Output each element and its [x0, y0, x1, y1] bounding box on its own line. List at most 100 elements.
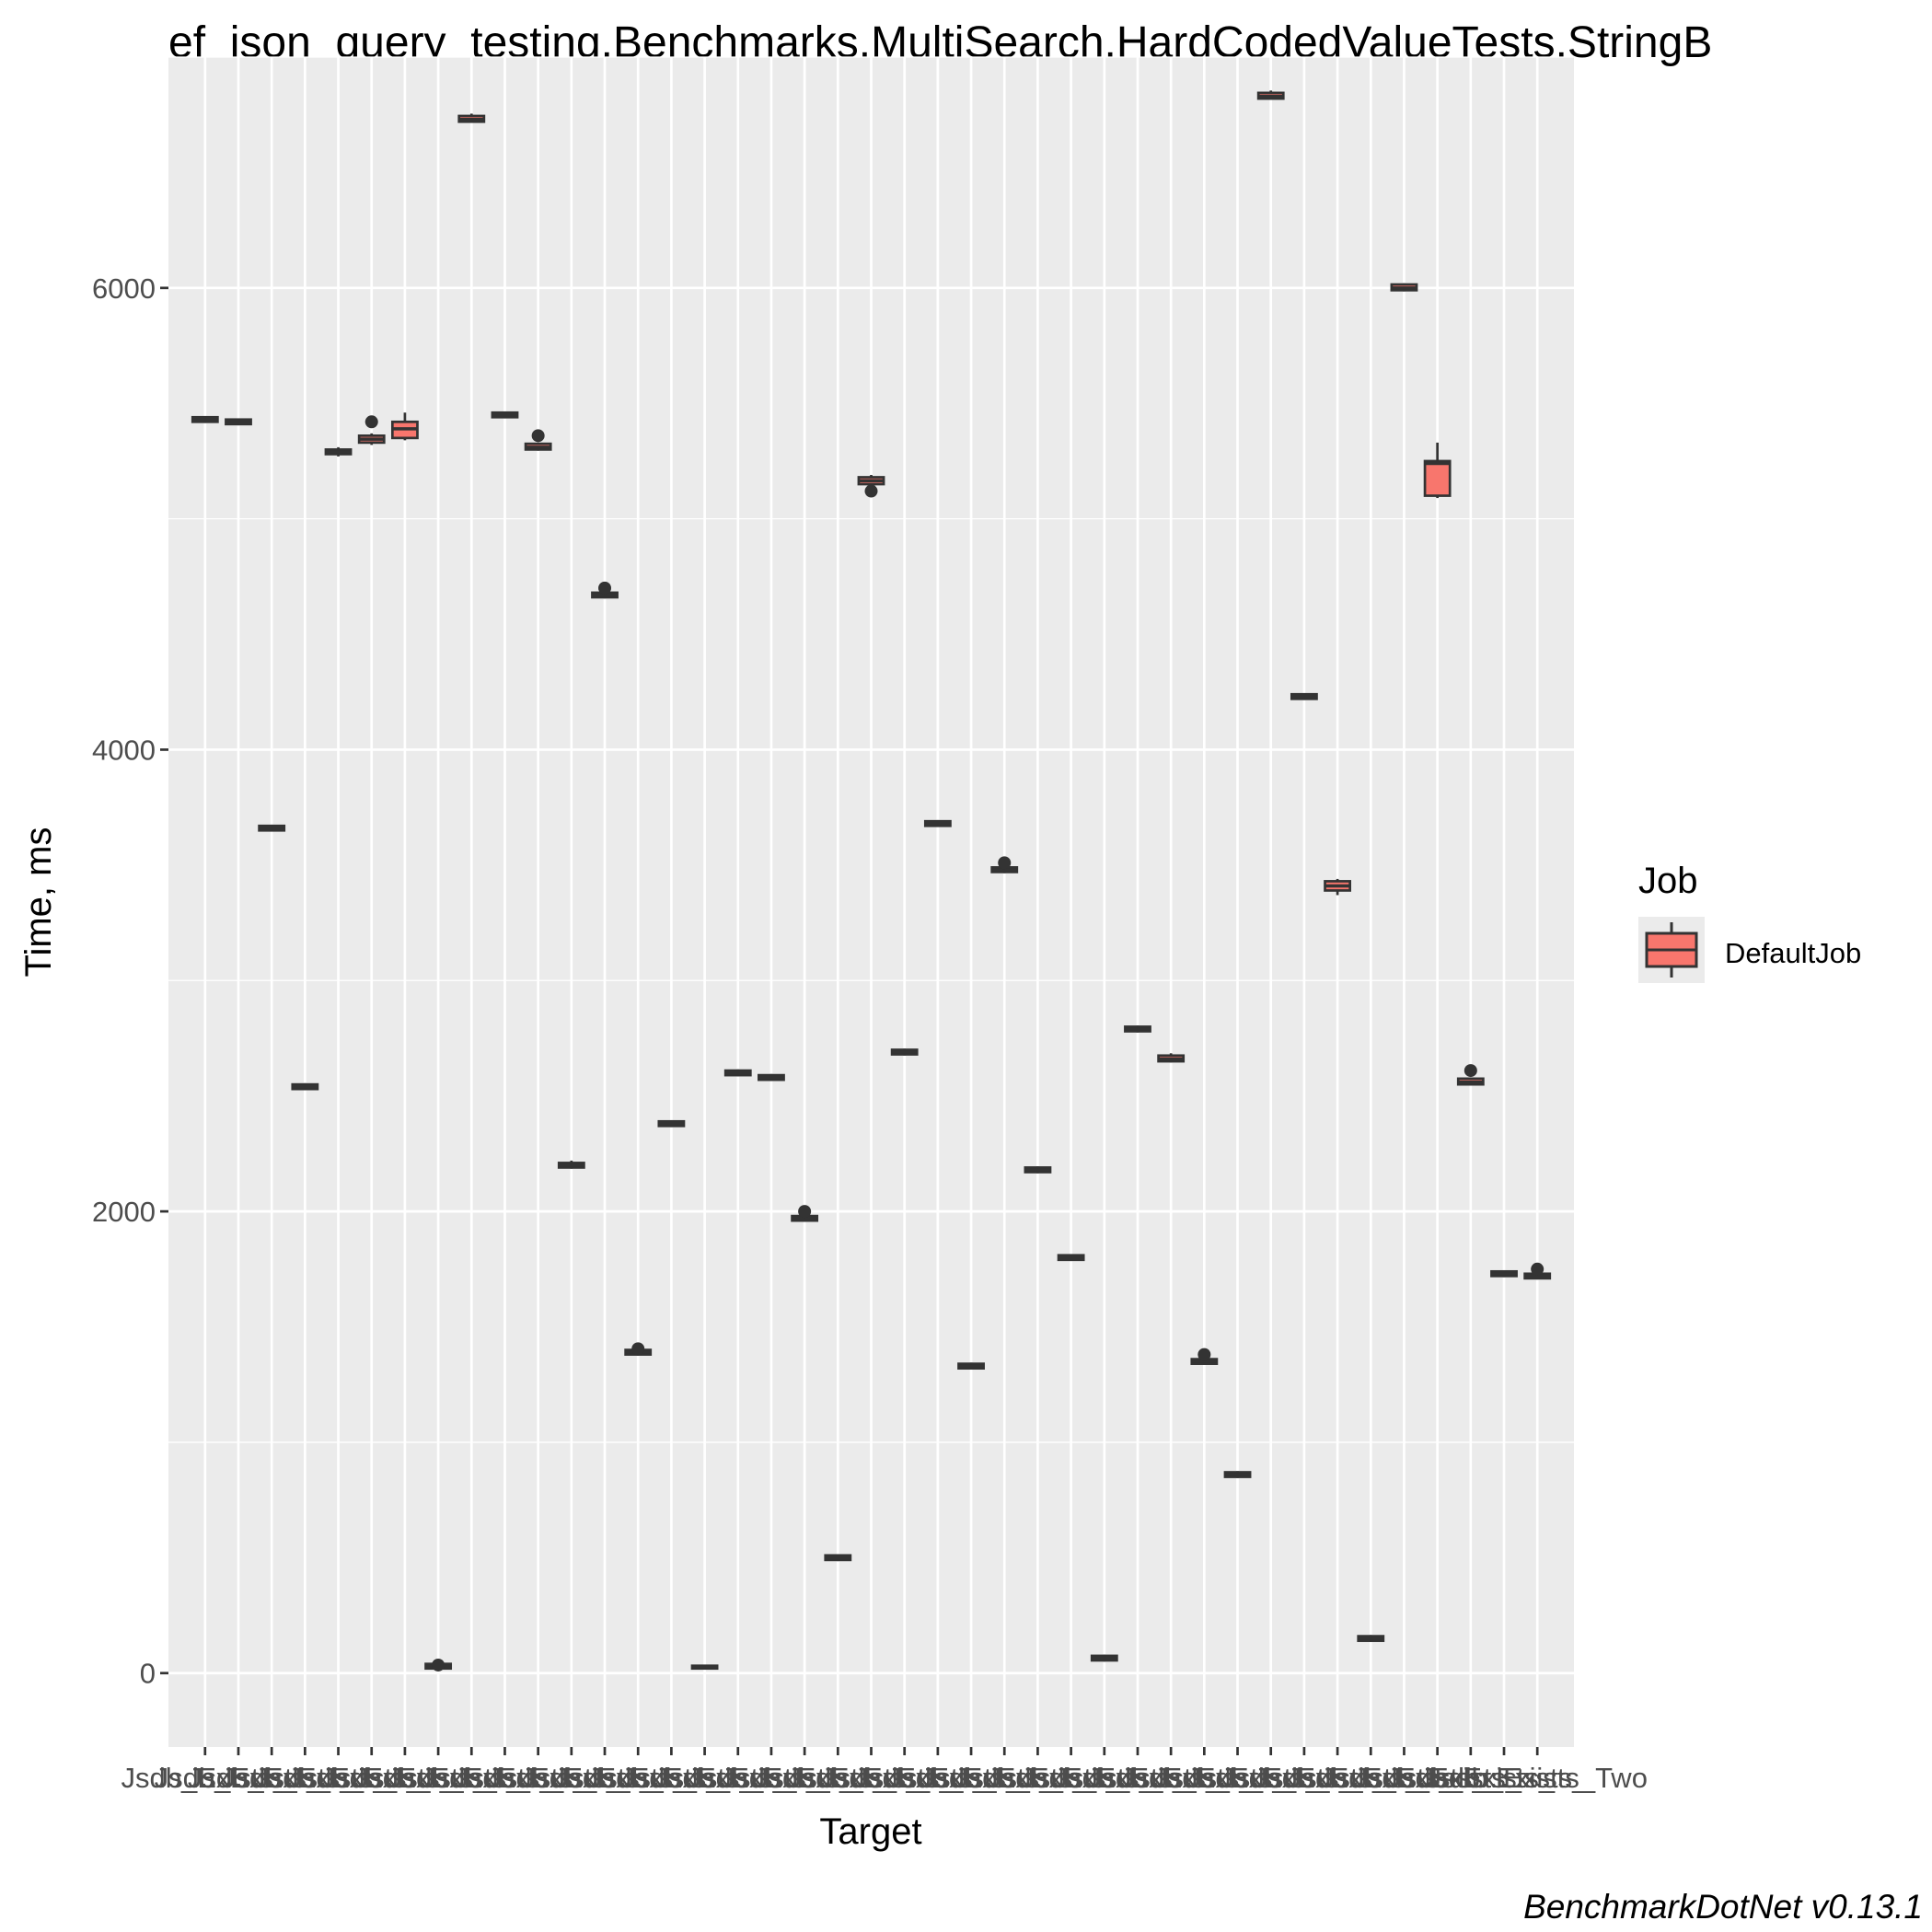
x-tick-label: Jsdb_Exists_: [1420, 1762, 1589, 1794]
box-body: [1423, 459, 1452, 497]
box-outlier-point: [432, 1658, 445, 1672]
box-outlier-point: [631, 1342, 645, 1356]
x-tick-label: Jsdb_Exists_: [1387, 1762, 1556, 1794]
y-axis-title: Time, ms: [18, 827, 59, 978]
box-defaultjob: [791, 1205, 819, 1222]
box-defaultjob: [1523, 1262, 1552, 1280]
box-defaultjob: [225, 418, 252, 426]
x-tick-label: Jsdb_Exists_: [1020, 1762, 1188, 1794]
box-defaultjob: [1057, 1254, 1085, 1262]
box-outlier-point: [1463, 1064, 1477, 1078]
box-outlier-point: [864, 484, 878, 498]
legend-entry-defaultjob: DefaultJob: [1725, 937, 1861, 969]
box-outlier-point: [364, 415, 378, 429]
box-defaultjob: [824, 1554, 852, 1562]
x-tick-label: Jsdb_Exists_: [354, 1762, 523, 1794]
box-defaultjob: [258, 824, 286, 832]
box-defaultjob: [1190, 1348, 1219, 1365]
box-outlier-point: [598, 581, 612, 595]
box-defaultjob: [524, 429, 552, 451]
box-outlier-point: [1531, 1262, 1544, 1276]
x-tick-label: Jsdb_Exists_: [987, 1762, 1155, 1794]
box-defaultjob: [491, 411, 519, 419]
x-tick-label: Jsdb_Exists_: [854, 1762, 1023, 1794]
box-defaultjob: [1290, 692, 1318, 700]
box-defaultjob: [324, 446, 353, 457]
y-tick-label: 6000: [92, 272, 156, 305]
box-outlier-point: [998, 856, 1012, 870]
box-defaultjob: [1223, 1471, 1252, 1478]
box-defaultjob: [1456, 1064, 1485, 1086]
box-defaultjob: [291, 1082, 319, 1091]
box-defaultjob: [424, 1658, 453, 1672]
box-defaultjob: [1024, 1166, 1052, 1174]
y-tick-label: 4000: [92, 734, 156, 766]
x-tick-label: Jsdb_Exists_: [587, 1762, 756, 1794]
x-tick-label: Jsdb_Exists_: [820, 1762, 989, 1794]
x-tick-label: Jsdb_Exists_: [688, 1762, 856, 1794]
x-tick-label: Jsdb_Exists_: [1054, 1762, 1222, 1794]
box-defaultjob: [457, 113, 486, 123]
box-defaultjob: [1090, 1654, 1118, 1662]
x-tick-label: Jsdb_Exists_: [1287, 1762, 1455, 1794]
box-defaultjob: [1324, 878, 1352, 896]
chart-caption: BenchmarkDotNet v0.13.1: [1523, 1888, 1923, 1926]
box-defaultjob: [1124, 1025, 1151, 1033]
x-tick-label: Jsdb_Exists_: [221, 1762, 389, 1794]
box-defaultjob: [723, 1069, 752, 1077]
x-tick-label: Jsdb_Exists_: [920, 1762, 1089, 1794]
box-outlier-point: [798, 1205, 812, 1219]
box-outlier-point: [1197, 1348, 1211, 1361]
box-defaultjob: [990, 856, 1019, 873]
box-defaultjob: [657, 1119, 686, 1128]
box-defaultjob: [1357, 1635, 1385, 1642]
x-tick-label: Jsdb_Exists_: [188, 1762, 356, 1794]
major-gridlines: [168, 57, 1574, 1747]
x-tick-label: Jsdb_Exists_: [1320, 1762, 1488, 1794]
box-outlier-point: [531, 429, 545, 443]
box-defaultjob: [557, 1160, 585, 1169]
x-tick-label: Jsdb_Exists_: [488, 1762, 656, 1794]
x-tick-label: Jsdb_Exists_: [620, 1762, 789, 1794]
x-tick-label: Jsdb_Exists_: [254, 1762, 422, 1794]
legend-title: Job: [1638, 861, 1698, 901]
x-tick-label: Jsdb_Exists_: [721, 1762, 889, 1794]
x-tick-label: Jsdb_Exists_: [1254, 1762, 1422, 1794]
x-tick-label: Jsdb_Exists_: [954, 1762, 1122, 1794]
y-tick-label: 2000: [92, 1196, 156, 1228]
x-tick-label: Jsdb_Exists_: [121, 1762, 289, 1794]
box-series-defaultjob: [191, 90, 1552, 1672]
x-tick-label: Jsdb_Exists_: [321, 1762, 490, 1794]
box-defaultjob: [624, 1342, 653, 1356]
x-tick-label: Jsdb_Exists_: [1221, 1762, 1389, 1794]
box-defaultjob: [1390, 283, 1418, 292]
box-defaultjob: [758, 1073, 785, 1082]
x-tick-label: Jsdb_Exists_: [1186, 1762, 1355, 1794]
box-defaultjob: [591, 581, 619, 599]
x-tick-label: Jsdb_Exists_: [521, 1762, 689, 1794]
box-defaultjob: [357, 415, 386, 445]
x-tick-label: Jsdb_Exists_: [1153, 1762, 1322, 1794]
x-tick-label: Jsdb_Exists_Two: [1427, 1762, 1648, 1794]
box-defaultjob: [957, 1362, 985, 1371]
x-tick-label: Jsdb_Exists_: [1087, 1762, 1255, 1794]
x-axis: Jsdb_Exists_Jsdb_Exists_Jsdb_Exists_Jsdb…: [121, 1747, 1648, 1794]
y-tick-label: 0: [140, 1658, 156, 1690]
x-tick-label: Jsdb_Exists_: [388, 1762, 556, 1794]
x-tick-label: Jsdb_Exists_: [421, 1762, 589, 1794]
x-tick-label: Jsdb_Exists_: [454, 1762, 622, 1794]
x-tick-label: Jsdb_Exists_: [1120, 1762, 1289, 1794]
y-axis: 0 2000 4000 6000: [92, 272, 168, 1690]
box-defaultjob: [1157, 1053, 1186, 1063]
box-defaultjob: [1490, 1269, 1518, 1278]
x-axis-title: Target: [819, 1811, 921, 1852]
x-tick-label: Jsdb_Exists_: [1353, 1762, 1521, 1794]
x-tick-label: Jsdb_Exists_: [887, 1762, 1056, 1794]
x-tick-label: Jsdb_Exists_: [654, 1762, 822, 1794]
box-defaultjob: [690, 1664, 719, 1671]
box-defaultjob: [191, 415, 219, 423]
x-tick-label: Jsdb_Exists_: [754, 1762, 922, 1794]
legend: Job DefaultJob: [1638, 861, 1861, 983]
x-tick-label: Jsdb_Exists_: [787, 1762, 955, 1794]
